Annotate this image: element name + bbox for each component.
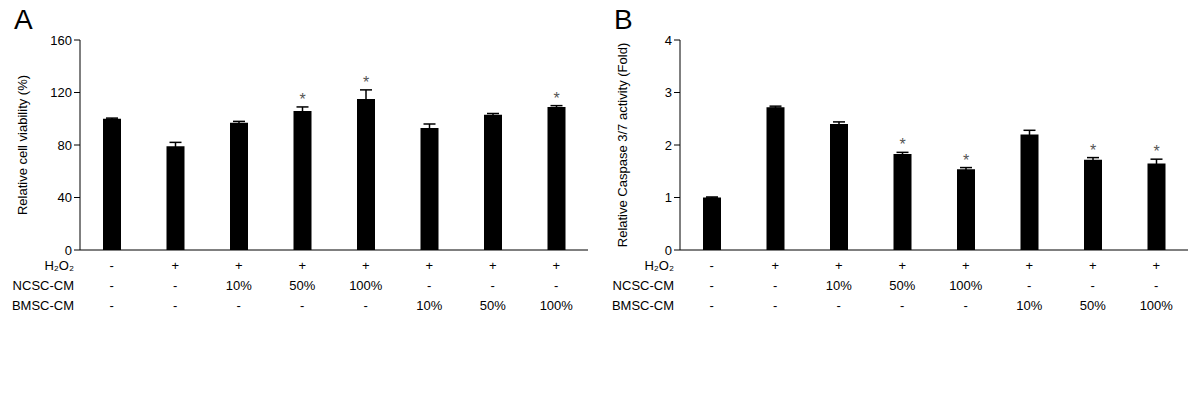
- svg-text:-: -: [173, 278, 177, 293]
- svg-text:10%: 10%: [826, 278, 852, 293]
- svg-text:*: *: [553, 90, 559, 107]
- svg-text:-: -: [427, 278, 431, 293]
- svg-text:+: +: [425, 258, 433, 273]
- svg-text:50%: 50%: [480, 298, 506, 313]
- svg-text:*: *: [963, 152, 969, 169]
- svg-text:40: 40: [58, 190, 72, 205]
- svg-text:+: +: [362, 258, 370, 273]
- svg-text:-: -: [491, 278, 495, 293]
- svg-text:*: *: [1153, 143, 1159, 160]
- svg-text:BMSC-CM: BMSC-CM: [612, 298, 674, 313]
- svg-text:H₂O₂: H₂O₂: [44, 258, 74, 273]
- svg-text:-: -: [110, 258, 114, 273]
- svg-text:10%: 10%: [1016, 298, 1042, 313]
- svg-text:4: 4: [665, 33, 672, 48]
- svg-text:120: 120: [50, 85, 72, 100]
- svg-text:160: 160: [50, 33, 72, 48]
- svg-text:100%: 100%: [349, 278, 383, 293]
- svg-text:100%: 100%: [540, 298, 574, 313]
- svg-text:10%: 10%: [226, 278, 252, 293]
- svg-text:+: +: [489, 258, 497, 273]
- svg-text:+: +: [771, 258, 779, 273]
- svg-text:-: -: [237, 298, 241, 313]
- svg-text:-: -: [554, 278, 558, 293]
- svg-text:NCSC-CM: NCSC-CM: [13, 278, 74, 293]
- svg-text:-: -: [364, 298, 368, 313]
- svg-text:2: 2: [665, 138, 672, 153]
- svg-text:-: -: [710, 258, 714, 273]
- svg-text:+: +: [1025, 258, 1033, 273]
- svg-text:+: +: [1089, 258, 1097, 273]
- svg-text:Relative Caspase 3/7 activity: Relative Caspase 3/7 activity (Fold): [615, 43, 630, 247]
- svg-text:-: -: [964, 298, 968, 313]
- svg-text:+: +: [962, 258, 970, 273]
- svg-text:-: -: [710, 298, 714, 313]
- svg-text:10%: 10%: [416, 298, 442, 313]
- svg-text:-: -: [1027, 278, 1031, 293]
- svg-text:*: *: [299, 91, 305, 108]
- svg-text:3: 3: [665, 85, 672, 100]
- svg-text:BMSC-CM: BMSC-CM: [12, 298, 74, 313]
- svg-text:+: +: [171, 258, 179, 273]
- svg-text:-: -: [1091, 278, 1095, 293]
- svg-text:100%: 100%: [949, 278, 983, 293]
- html-text:B: B: [614, 4, 633, 35]
- svg-text:*: *: [363, 74, 369, 91]
- svg-text:50%: 50%: [289, 278, 315, 293]
- svg-text:-: -: [173, 298, 177, 313]
- svg-text:80: 80: [58, 138, 72, 153]
- svg-text:-: -: [110, 278, 114, 293]
- svg-text:-: -: [1154, 278, 1158, 293]
- svg-text:+: +: [235, 258, 243, 273]
- svg-text:+: +: [898, 258, 906, 273]
- svg-text:50%: 50%: [1080, 298, 1106, 313]
- svg-text:+: +: [298, 258, 306, 273]
- svg-text:H₂O₂: H₂O₂: [644, 258, 674, 273]
- svg-text:Relative cell viability (%): Relative cell viability (%): [15, 75, 30, 215]
- svg-text:-: -: [773, 298, 777, 313]
- svg-text:+: +: [835, 258, 843, 273]
- svg-text:-: -: [773, 278, 777, 293]
- html-text:A: A: [14, 4, 33, 35]
- svg-text:+: +: [1152, 258, 1160, 273]
- svg-text:1: 1: [665, 190, 672, 205]
- svg-text:-: -: [710, 278, 714, 293]
- svg-text:50%: 50%: [889, 278, 915, 293]
- svg-text:-: -: [300, 298, 304, 313]
- svg-text:0: 0: [65, 243, 72, 258]
- svg-text:-: -: [110, 298, 114, 313]
- svg-text:*: *: [899, 136, 905, 153]
- svg-text:100%: 100%: [1140, 298, 1174, 313]
- svg-text:NCSC-CM: NCSC-CM: [613, 278, 674, 293]
- svg-text:-: -: [837, 298, 841, 313]
- svg-text:*: *: [1090, 142, 1096, 159]
- svg-text:0: 0: [665, 243, 672, 258]
- svg-text:+: +: [552, 258, 560, 273]
- svg-text:-: -: [900, 298, 904, 313]
